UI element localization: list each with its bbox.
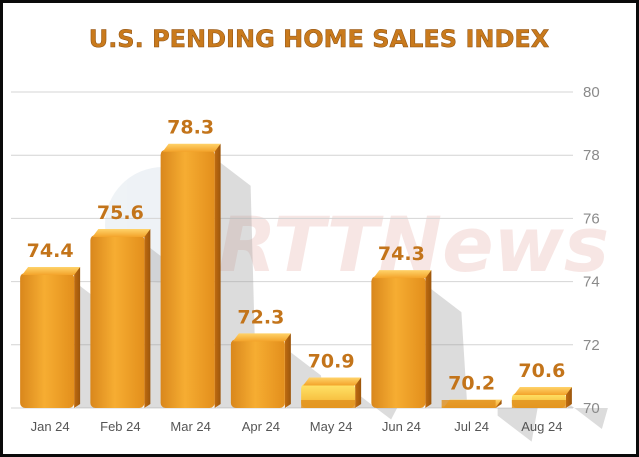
value-label: 74.3 bbox=[378, 243, 425, 265]
bar-side bbox=[495, 399, 502, 408]
bar-top bbox=[303, 377, 362, 386]
bar-top bbox=[373, 270, 432, 279]
bar-shadow bbox=[497, 408, 538, 442]
y-tick-label: 74 bbox=[583, 274, 600, 291]
bar-base bbox=[511, 400, 566, 408]
y-tick-label: 72 bbox=[583, 337, 600, 354]
x-category-label: Mar 24 bbox=[170, 419, 210, 434]
y-tick-label: 70 bbox=[583, 400, 600, 417]
bar bbox=[90, 229, 151, 408]
chart-panel: U.S. PENDING HOME SALES INDEX RTTNews 74… bbox=[3, 3, 636, 454]
bar-side bbox=[144, 229, 151, 408]
bar-front bbox=[230, 339, 285, 408]
y-tick-label: 76 bbox=[583, 210, 600, 227]
bar-side bbox=[284, 333, 291, 408]
bar-top bbox=[232, 333, 291, 342]
value-label: 70.6 bbox=[518, 360, 565, 382]
bar-top bbox=[513, 387, 572, 396]
bar bbox=[371, 270, 432, 408]
bar-base bbox=[441, 400, 496, 408]
value-label: 74.4 bbox=[27, 240, 74, 262]
bar bbox=[230, 333, 291, 408]
bar-side bbox=[214, 143, 221, 408]
value-label: 70.2 bbox=[448, 373, 495, 395]
x-category-label: Jul 24 bbox=[454, 419, 489, 434]
bar bbox=[441, 399, 502, 408]
bar-top bbox=[92, 229, 151, 238]
value-label: 72.3 bbox=[237, 306, 284, 328]
bar-front bbox=[371, 276, 426, 408]
bar-base bbox=[301, 400, 356, 408]
bar bbox=[160, 143, 221, 408]
bar-chart: U.S. PENDING HOME SALES INDEX RTTNews 74… bbox=[11, 25, 609, 442]
bar-front bbox=[160, 149, 215, 408]
x-category-label: Jun 24 bbox=[382, 419, 421, 434]
bar-side bbox=[355, 377, 362, 408]
x-category-label: Feb 24 bbox=[100, 419, 140, 434]
bar-shadow bbox=[357, 393, 398, 420]
bar-side bbox=[74, 266, 81, 408]
bar-top bbox=[162, 143, 221, 152]
x-category-label: Apr 24 bbox=[242, 419, 280, 434]
x-axis-categories: Jan 24 Feb 24 Mar 24 Apr 24 May 24 Jun 24 Jul … bbox=[31, 419, 563, 434]
bar bbox=[20, 266, 81, 408]
bar-shadow bbox=[567, 403, 608, 430]
y-axis-ticks: 70 72 74 76 78 80 bbox=[583, 84, 600, 417]
value-label: 70.9 bbox=[308, 351, 355, 373]
value-labels: 74.4 75.6 78.3 72.3 70.9 74.3 70.2 70.6 bbox=[27, 117, 566, 395]
value-label: 78.3 bbox=[167, 117, 214, 139]
chart-title: U.S. PENDING HOME SALES INDEX bbox=[89, 25, 550, 53]
x-category-label: Jan 24 bbox=[31, 419, 70, 434]
bar-front bbox=[90, 235, 145, 408]
bar bbox=[511, 387, 572, 408]
bar-top bbox=[22, 266, 81, 275]
value-label: 75.6 bbox=[97, 202, 144, 224]
bar bbox=[301, 377, 362, 408]
bar-front bbox=[20, 272, 75, 408]
x-category-label: May 24 bbox=[310, 419, 353, 434]
y-tick-label: 78 bbox=[583, 147, 600, 164]
x-category-label: Aug 24 bbox=[521, 419, 562, 434]
bars bbox=[20, 143, 572, 408]
bar-side bbox=[425, 270, 432, 408]
y-tick-label: 80 bbox=[583, 84, 600, 101]
bar-shadow bbox=[427, 286, 468, 408]
